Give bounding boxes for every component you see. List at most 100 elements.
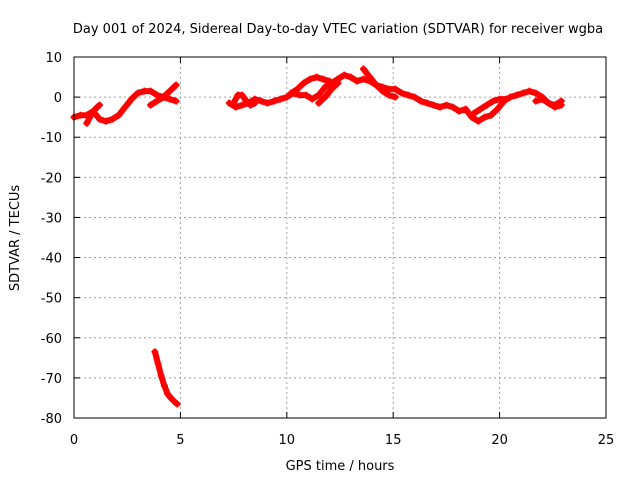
data-point xyxy=(321,83,329,91)
tick-layer: 0 5 10 15 20 25 10 0 -10 -20 -30 -40 -50 -60 -70 -80 xyxy=(41,51,615,448)
data-point xyxy=(411,93,418,101)
data-point xyxy=(147,87,155,95)
data-point xyxy=(121,103,129,111)
plot-frame xyxy=(73,56,607,419)
data-point xyxy=(496,95,504,103)
data-point xyxy=(436,103,444,111)
data-point xyxy=(483,101,491,109)
data-point xyxy=(306,75,314,83)
data-point xyxy=(293,85,301,93)
data-point xyxy=(153,97,161,105)
data-point xyxy=(173,400,181,408)
y-axis-title: SDTVAR / TECUs xyxy=(8,185,23,292)
data-point xyxy=(160,382,168,390)
y-tick-label: -60 xyxy=(41,332,62,347)
data-point xyxy=(340,71,348,79)
data-point xyxy=(287,89,295,97)
data-point xyxy=(108,115,116,123)
data-point xyxy=(557,101,565,109)
data-point xyxy=(300,79,308,87)
x-axis-title: GPS time / hours xyxy=(286,459,395,474)
data-point xyxy=(502,95,510,103)
data-point xyxy=(462,105,470,113)
data-point xyxy=(270,97,278,105)
data-point xyxy=(76,111,84,119)
data-point xyxy=(230,99,238,107)
data-point xyxy=(315,91,323,99)
data-point xyxy=(538,95,546,103)
y-tick-label: 10 xyxy=(45,51,62,66)
data-point xyxy=(172,97,180,105)
data-layer xyxy=(70,65,565,408)
y-tick-label: -50 xyxy=(41,292,62,307)
series-track-B xyxy=(83,102,103,127)
grid-layer xyxy=(74,57,606,418)
data-point xyxy=(164,390,172,398)
data-point xyxy=(391,93,399,101)
data-point xyxy=(525,87,533,95)
data-point xyxy=(247,101,255,109)
data-point xyxy=(159,93,167,101)
data-point xyxy=(545,99,552,107)
data-point xyxy=(238,101,246,109)
data-point xyxy=(417,97,425,105)
data-point xyxy=(474,117,482,125)
data-point xyxy=(398,89,406,97)
data-point xyxy=(96,115,103,123)
data-point xyxy=(172,81,180,89)
data-point xyxy=(102,117,110,125)
data-point xyxy=(166,87,174,95)
x-tick-label: 5 xyxy=(176,433,184,448)
data-point xyxy=(476,105,484,113)
y-tick-label: 0 xyxy=(54,91,62,106)
data-point xyxy=(238,91,246,99)
data-point xyxy=(83,119,91,127)
data-point xyxy=(154,360,162,368)
chart-title: Day 001 of 2024, Sidereal Day-to-day VTE… xyxy=(73,22,603,37)
data-point xyxy=(359,75,367,83)
data-point xyxy=(347,73,355,81)
data-point xyxy=(353,77,361,85)
x-tick-label: 15 xyxy=(385,433,402,448)
data-point xyxy=(379,87,387,95)
data-point xyxy=(147,101,155,109)
data-point xyxy=(494,105,501,113)
data-point xyxy=(115,111,123,119)
data-point xyxy=(283,93,291,101)
data-point xyxy=(276,95,284,103)
y-tick-label: -80 xyxy=(41,412,62,427)
series-track-H xyxy=(315,80,341,107)
x-tick-label: 0 xyxy=(70,433,78,448)
data-point xyxy=(385,91,393,99)
data-point xyxy=(242,97,250,105)
x-tick-label: 20 xyxy=(491,433,508,448)
data-point xyxy=(423,99,431,107)
data-point xyxy=(264,99,272,107)
data-point xyxy=(166,95,174,103)
data-point xyxy=(372,81,380,89)
data-point xyxy=(532,89,540,97)
data-point xyxy=(321,93,329,101)
y-tick-label: -40 xyxy=(41,252,62,267)
data-point xyxy=(134,89,142,97)
data-point xyxy=(325,77,333,85)
data-point xyxy=(489,97,497,105)
data-point xyxy=(404,91,412,99)
data-point xyxy=(442,101,450,109)
data-point xyxy=(487,111,495,119)
data-point xyxy=(315,99,323,107)
x-tick-label: 10 xyxy=(279,433,296,448)
data-point xyxy=(385,85,393,93)
y-tick-label: -20 xyxy=(41,171,62,186)
data-point xyxy=(128,95,135,103)
data-point xyxy=(140,87,148,95)
data-point xyxy=(328,85,335,93)
data-point xyxy=(167,394,175,402)
y-tick-label: -30 xyxy=(41,211,62,226)
data-point xyxy=(481,113,489,121)
data-point xyxy=(151,348,159,356)
data-point xyxy=(251,99,259,107)
data-point xyxy=(157,372,165,380)
y-tick-label: -70 xyxy=(41,372,62,387)
